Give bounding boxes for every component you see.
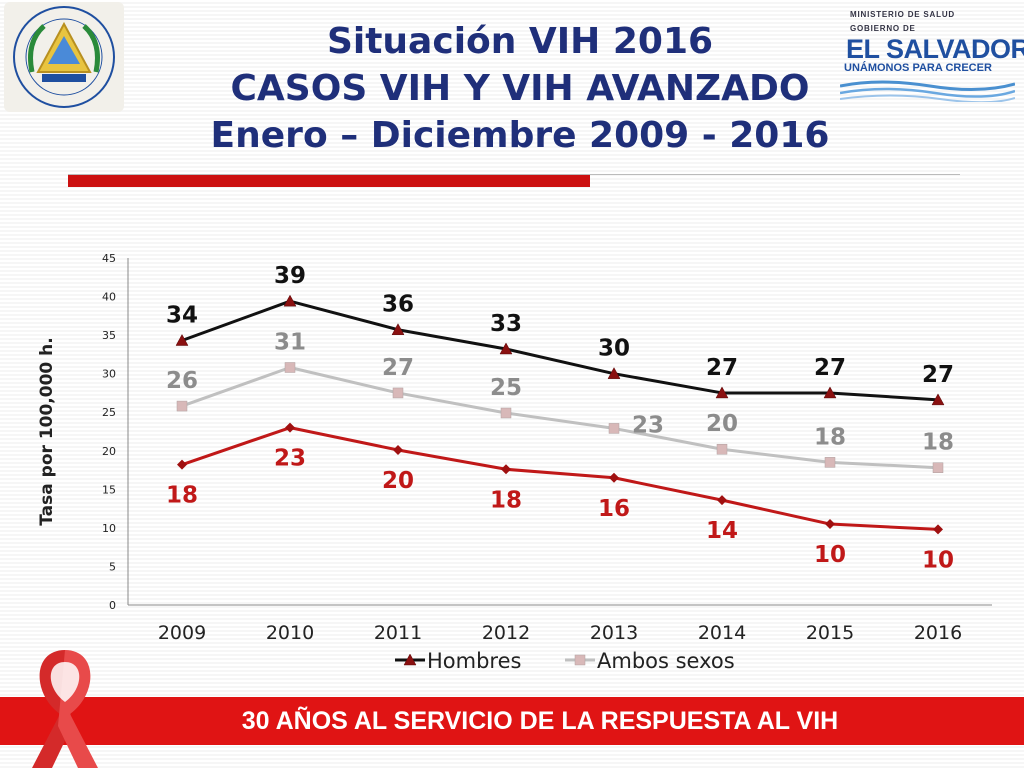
x-tick-label: 2015 [806, 622, 854, 644]
footer-text: 30 AÑOS AL SERVICIO DE LA RESPUESTA AL V… [241, 707, 839, 735]
data-label-ambos: 18 [814, 424, 846, 450]
data-point-mujeres [717, 495, 727, 506]
page-title: Situación VIH 2016 CASOS VIH Y VIH AVANZ… [120, 18, 920, 159]
title-line-1: Situación VIH 2016 [326, 21, 714, 62]
data-label-ambos: 23 [632, 412, 664, 438]
header-divider-line [68, 174, 960, 175]
gov-name-text: EL SALVADOR [846, 34, 1024, 64]
series-line-mujeres [181, 426, 939, 531]
data-point-ambos [716, 443, 728, 455]
data-label-mujeres: 18 [166, 483, 198, 509]
data-label-ambos: 31 [274, 329, 306, 355]
data-point-hombres [715, 386, 729, 399]
data-point-ambos [824, 457, 836, 468]
gov-label-text: GOBIERNO DE [850, 24, 916, 33]
data-label-mujeres: 18 [490, 487, 522, 513]
y-tick-label: 15 [102, 483, 116, 496]
data-label-ambos: 26 [166, 368, 198, 394]
legend-marker-ambos [574, 654, 586, 666]
data-label-mujeres: 23 [274, 446, 306, 472]
title-line-3: Enero – Diciembre 2009 - 2016 [210, 115, 830, 156]
y-axis-label: Tasa por 100,000 h. [37, 337, 57, 525]
y-tick-label: 35 [102, 329, 116, 342]
data-label-hombres: 33 [490, 311, 522, 337]
gov-waves-icon [840, 80, 1015, 102]
data-label-hombres: 27 [922, 362, 954, 388]
data-point-ambos [392, 387, 404, 399]
data-point-ambos [500, 407, 512, 419]
header-accent-bar [68, 175, 590, 187]
x-tick-label: 2014 [698, 622, 746, 644]
data-label-ambos: 20 [706, 411, 738, 437]
legend-marker-hombres [403, 653, 417, 666]
y-tick-label: 30 [102, 368, 116, 381]
data-label-mujeres: 14 [706, 518, 738, 544]
data-label-mujeres: 10 [814, 542, 846, 568]
data-label-mujeres: 16 [598, 496, 630, 522]
y-tick-label: 20 [102, 445, 116, 458]
data-label-hombres: 39 [274, 263, 306, 289]
data-point-hombres [175, 333, 189, 346]
data-label-hombres: 27 [814, 355, 846, 381]
y-tick-label: 5 [109, 560, 116, 573]
data-label-hombres: 36 [382, 292, 414, 318]
data-point-ambos [284, 362, 296, 373]
data-point-mujeres [933, 524, 943, 535]
data-point-mujeres [285, 422, 295, 433]
x-tick-label: 2009 [158, 622, 206, 644]
data-point-mujeres [393, 445, 403, 456]
y-tick-label: 40 [102, 291, 116, 304]
x-tick-label: 2011 [374, 622, 422, 644]
x-tick-label: 2010 [266, 622, 314, 644]
data-point-mujeres [609, 472, 619, 483]
data-label-hombres: 27 [706, 355, 738, 381]
title-line-2: CASOS VIH Y VIH AVANZADO [230, 68, 810, 109]
data-label-ambos: 27 [382, 355, 414, 381]
data-point-hombres [499, 342, 513, 355]
data-point-hombres [391, 323, 405, 335]
series-line-ambos [181, 365, 939, 470]
data-point-hombres [283, 294, 297, 307]
x-tick-label: 2012 [482, 622, 530, 644]
data-point-mujeres [177, 459, 187, 470]
data-label-ambos: 18 [922, 430, 954, 456]
data-label-mujeres: 20 [382, 468, 414, 494]
gov-slogan-text: UNÁMONOS PARA CRECER [844, 62, 992, 74]
el-salvador-seal-icon [4, 2, 124, 112]
data-point-hombres [607, 367, 621, 379]
x-tick-label: 2013 [590, 622, 638, 644]
y-tick-label: 25 [102, 406, 116, 419]
y-tick-label: 0 [109, 599, 116, 612]
data-point-hombres [823, 386, 837, 399]
y-tick-label: 10 [102, 522, 116, 535]
y-tick-label: 45 [102, 252, 116, 265]
gobierno-el-salvador-logo: MINISTERIO DE SALUD GOBIERNO DE EL SALVA… [830, 6, 1024, 106]
data-point-mujeres [825, 519, 835, 530]
data-point-ambos [176, 400, 188, 412]
data-label-ambos: 25 [490, 375, 522, 401]
red-ribbon-icon [32, 650, 98, 768]
line-chart: 0 5 10 15 20 25 30 35 40 45 Tasa por 100,000 h. 200… [37, 252, 992, 673]
data-label-hombres: 34 [166, 303, 198, 329]
legend-label-ambos: Ambos sexos [597, 649, 735, 673]
data-label-mujeres: 10 [922, 547, 954, 573]
series-line-hombres [181, 299, 939, 402]
footer-banner: 30 AÑOS AL SERVICIO DE LA RESPUESTA AL V… [0, 697, 1024, 745]
gov-ministry-text: MINISTERIO DE SALUD [850, 10, 955, 19]
data-point-ambos [608, 423, 620, 434]
data-label-hombres: 30 [598, 336, 630, 362]
legend-label-hombres: Hombres [427, 649, 521, 673]
data-point-ambos [932, 462, 944, 473]
x-tick-label: 2016 [914, 622, 962, 644]
data-point-hombres [931, 393, 945, 406]
data-point-mujeres [501, 464, 511, 475]
